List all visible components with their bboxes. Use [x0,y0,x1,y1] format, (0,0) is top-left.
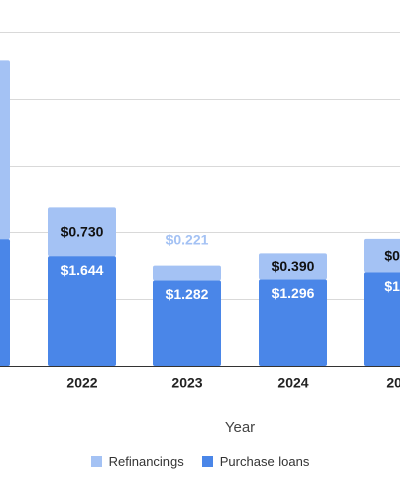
legend-swatch-refinancings [90,455,102,467]
data-label-refinancing-2024: $0.390 [272,258,315,274]
legend-label-purchase-loans: Purchase loans [219,453,310,469]
bar-refinancing-2025 [364,238,400,273]
bar-refinancing-2024 [259,253,327,280]
data-label-refinancing-2025: $0.5 [384,247,400,263]
bar-purchase-2023 [153,280,221,366]
x-tick-label-2024: 2024 [277,375,308,391]
bar-purchase-2022 [48,256,116,366]
data-label-purchase-2025: $1.4 [384,278,400,294]
legend-item-refinancings: Refinancings [90,453,184,469]
x-tick-label-2025: 202 [386,375,400,391]
legend: Refinancings Purchase loans [0,451,400,471]
data-label-refinancing-2022: $0.730 [61,224,104,240]
data-label-purchase-2023: $1.282 [166,286,209,302]
legend-label-refinancings: Refinancings [108,453,184,469]
bar-purchase-2024 [259,279,327,366]
data-label-purchase-2022: $1.644 [61,262,104,278]
x-tick-label-2022: 2022 [66,375,97,391]
bar-refinancing-2022 [48,207,116,257]
data-label-refinancing-2023: $0.221 [166,231,209,247]
x-tick-label-2023: 2023 [171,375,202,391]
legend-swatch-purchase-loans [201,455,213,467]
bar-refinancing-2021 [0,60,10,240]
bar-purchase-2025 [364,272,400,366]
bar-refinancing-2023 [153,265,221,281]
data-label-purchase-2024: $1.296 [272,285,315,301]
bar-purchase-2021 [0,239,10,366]
x-axis-title: Year [225,419,255,436]
legend-item-purchase-loans: Purchase loans [201,453,310,469]
